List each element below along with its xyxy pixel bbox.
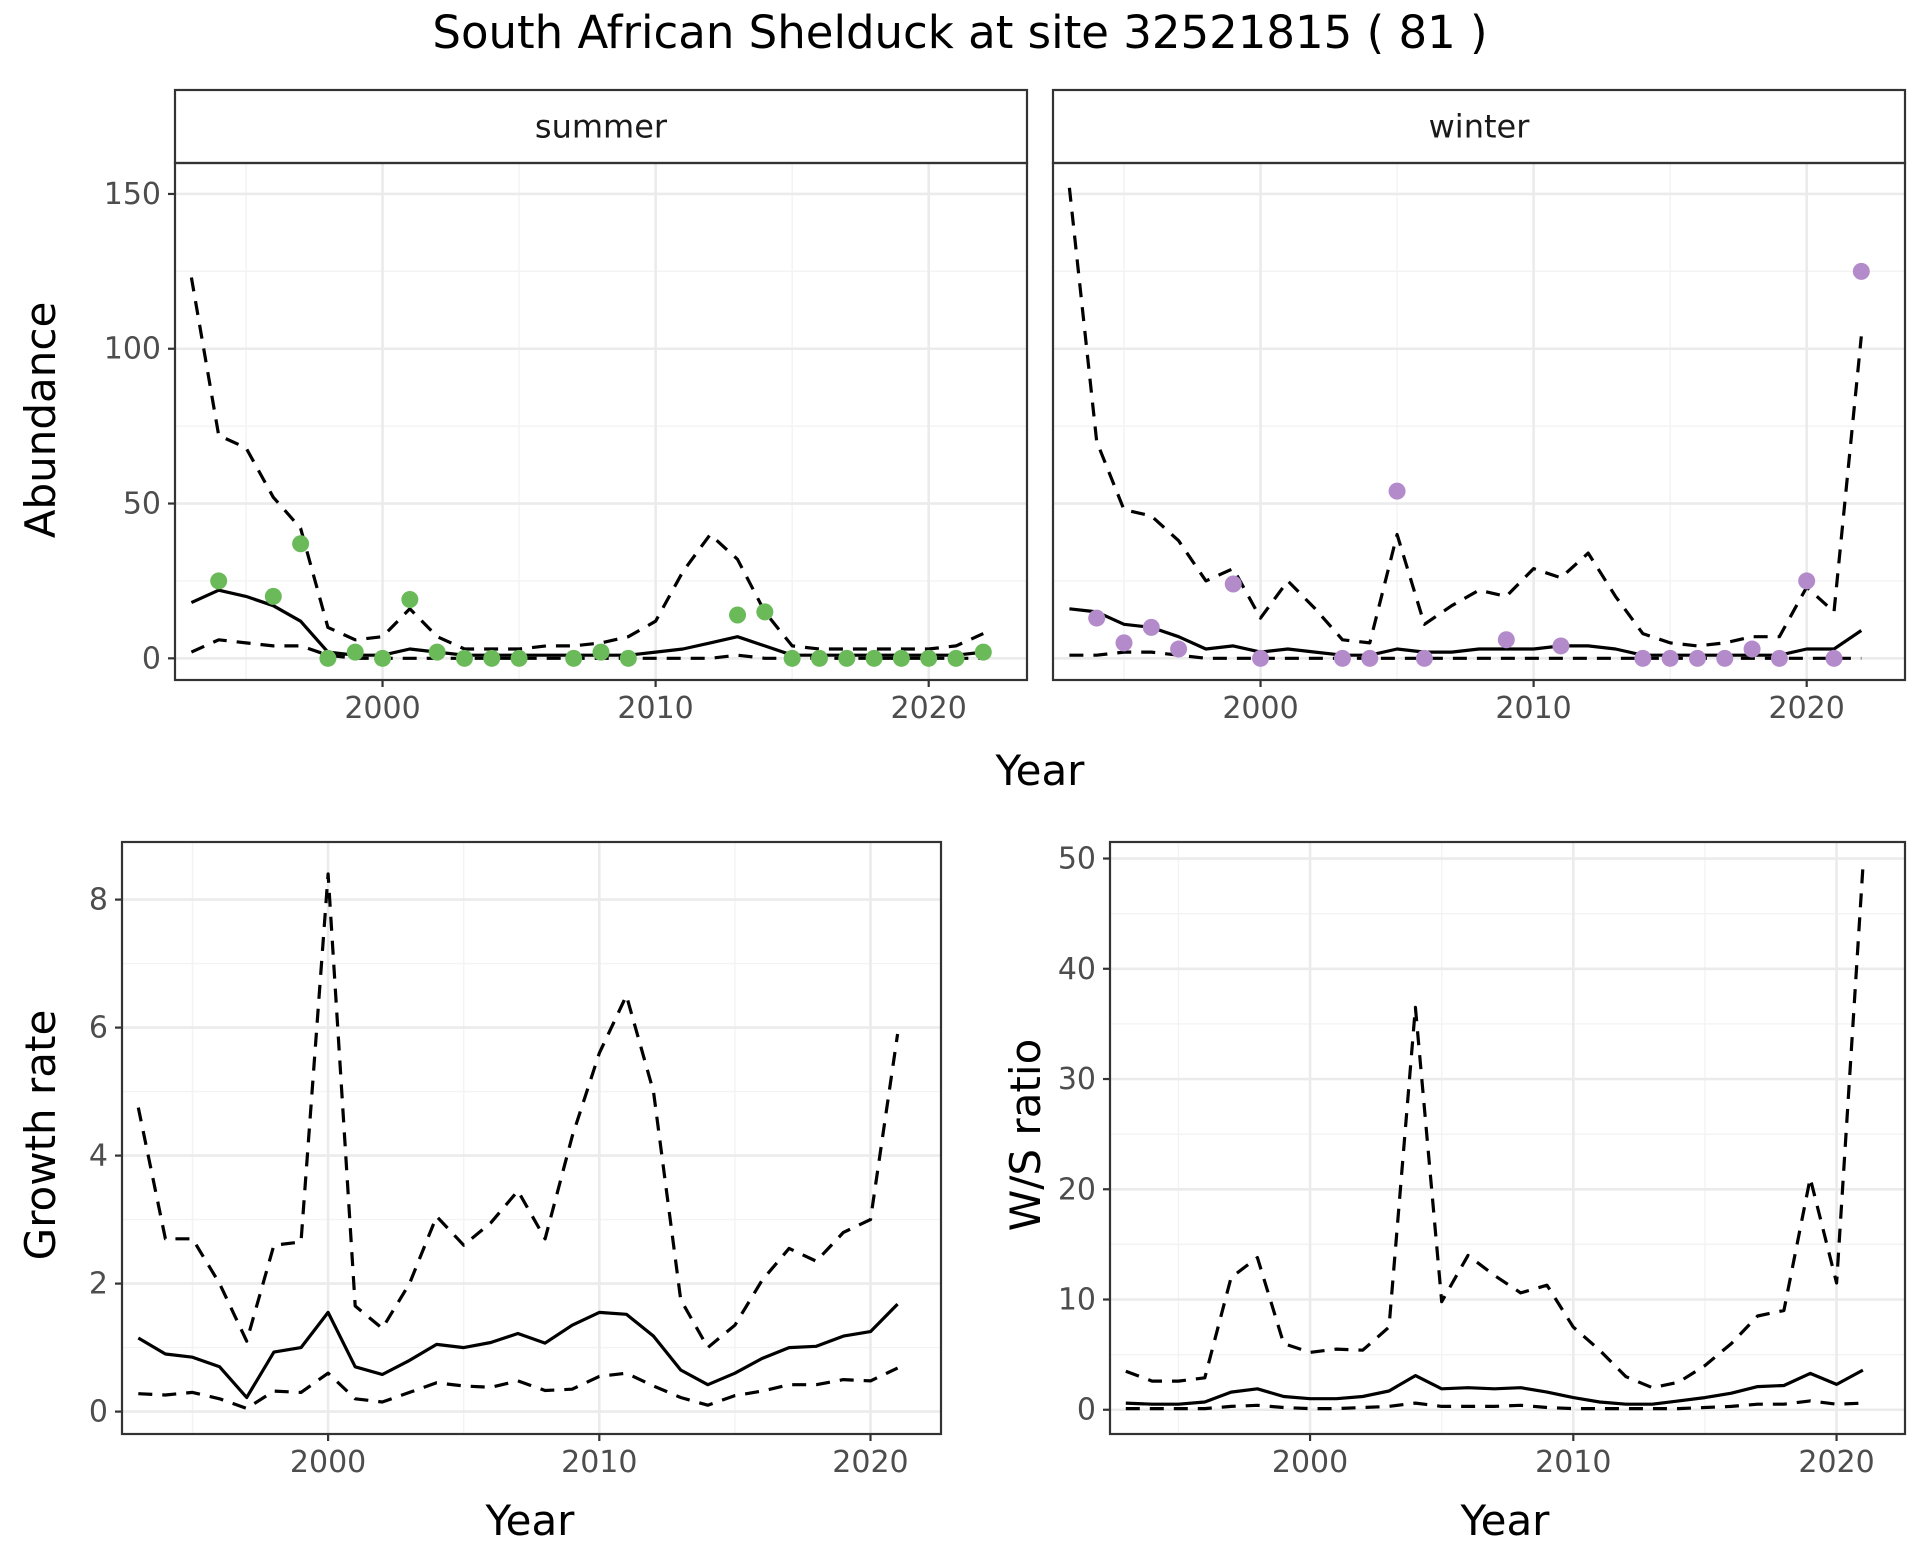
count-point [1224,575,1242,593]
upper-bound-line [189,277,984,651]
y-tick-label: 6 [89,1011,108,1046]
count-point [292,535,310,553]
count-point [1688,649,1706,667]
x-tick-label: 2000 [1272,1445,1348,1480]
ws-ratio-x-axis-title: Year [1460,1496,1551,1545]
count-point [1361,649,1379,667]
count-point [920,649,938,667]
abundance-winter-panel: winter 2000 2010 2020 [1051,88,1907,726]
x-tick-label: 2020 [891,691,967,726]
y-tick-label: 0 [1077,1393,1096,1428]
count-point [865,649,883,667]
count-point [374,649,392,667]
facet-strip-label: summer [535,108,668,146]
count-point [1825,649,1843,667]
y-tick-label: 30 [1058,1062,1096,1097]
y-tick-label: 150 [104,177,161,212]
count-point [510,649,528,667]
count-point [783,649,801,667]
abundance-y-axis-title: Abundance [16,302,65,539]
facet-strip-label: winter [1429,108,1531,146]
facet-strip [173,88,1029,165]
count-point [455,649,473,667]
y-tick-label: 8 [89,883,108,918]
x-tick-label: 2020 [1798,1445,1874,1480]
estimate-line [137,1302,899,1400]
count-point [729,606,747,624]
growth-rate-x-axis-title: Year [485,1496,576,1545]
panel-border [120,840,943,1436]
y-tick-label: 10 [1058,1283,1096,1318]
count-point [1770,649,1788,667]
panel-border [1108,840,1907,1436]
x-tick-label: 2000 [344,691,420,726]
x-tick-label: 2010 [617,691,693,726]
abundance-summer-panel: summer 2000 2010 2020 0 50 100 150 [104,88,1029,726]
count-point [1333,649,1351,667]
count-point [1743,640,1761,658]
count-point [565,649,583,667]
count-point [1634,649,1652,667]
y-tick-label: 4 [89,1139,108,1174]
count-point [1415,649,1433,667]
ws-ratio-y-axis-title: W/S ratio [1001,1039,1050,1232]
y-tick-label: 50 [1058,842,1096,877]
upper-bound-line [1125,867,1865,1390]
count-point [619,649,637,667]
x-tick-label: 2010 [1495,691,1571,726]
count-point [1497,631,1515,649]
count-point [1142,618,1160,636]
count-point [592,643,610,661]
growth-rate-panel: 2000 2010 2020 0 2 4 6 8 [89,840,943,1480]
y-tick-label: 20 [1058,1172,1096,1207]
count-point [1852,262,1870,280]
count-point [756,603,774,621]
count-point [1661,649,1679,667]
ws-ratio-panel: 2000 2010 2020 0 10 20 30 40 50 [1058,840,1907,1480]
count-point [1798,572,1816,590]
upper-bound-line [136,872,900,1350]
count-point [319,649,337,667]
count-point [210,572,228,590]
count-point [1716,649,1734,667]
count-point [1252,649,1270,667]
count-point [810,649,828,667]
growth-rate-y-axis-title: Growth rate [16,1010,65,1261]
count-point [947,649,965,667]
count-point [1170,640,1188,658]
count-point [1115,634,1133,652]
upper-bound-line [1067,187,1863,648]
x-tick-label: 2010 [561,1445,637,1480]
y-tick-label: 100 [104,332,161,367]
count-point [264,587,282,605]
facet-strip [1051,88,1907,165]
lower-bound-line [1125,1399,1863,1411]
y-tick-label: 50 [123,487,161,522]
count-point [401,591,419,609]
y-tick-label: 0 [89,1395,108,1430]
lower-bound-line [138,1366,899,1410]
x-tick-label: 2000 [290,1445,366,1480]
y-tick-label: 0 [142,641,161,676]
estimate-line [1125,1368,1864,1406]
count-point [346,643,364,661]
figure-title: South African Shelduck at site 32521815 … [432,6,1487,59]
x-tick-label: 2020 [832,1445,908,1480]
y-tick-label: 2 [89,1267,108,1302]
count-point [892,649,910,667]
y-tick-label: 40 [1058,952,1096,987]
x-tick-label: 2000 [1222,691,1298,726]
count-point [483,649,501,667]
count-point [1552,637,1570,655]
count-point [1088,609,1106,627]
count-point [974,643,992,661]
count-point [838,649,856,667]
count-point [428,643,446,661]
x-tick-label: 2020 [1769,691,1845,726]
abundance-x-axis-title: Year [995,746,1086,795]
count-point [1388,482,1406,500]
x-tick-label: 2010 [1535,1445,1611,1480]
